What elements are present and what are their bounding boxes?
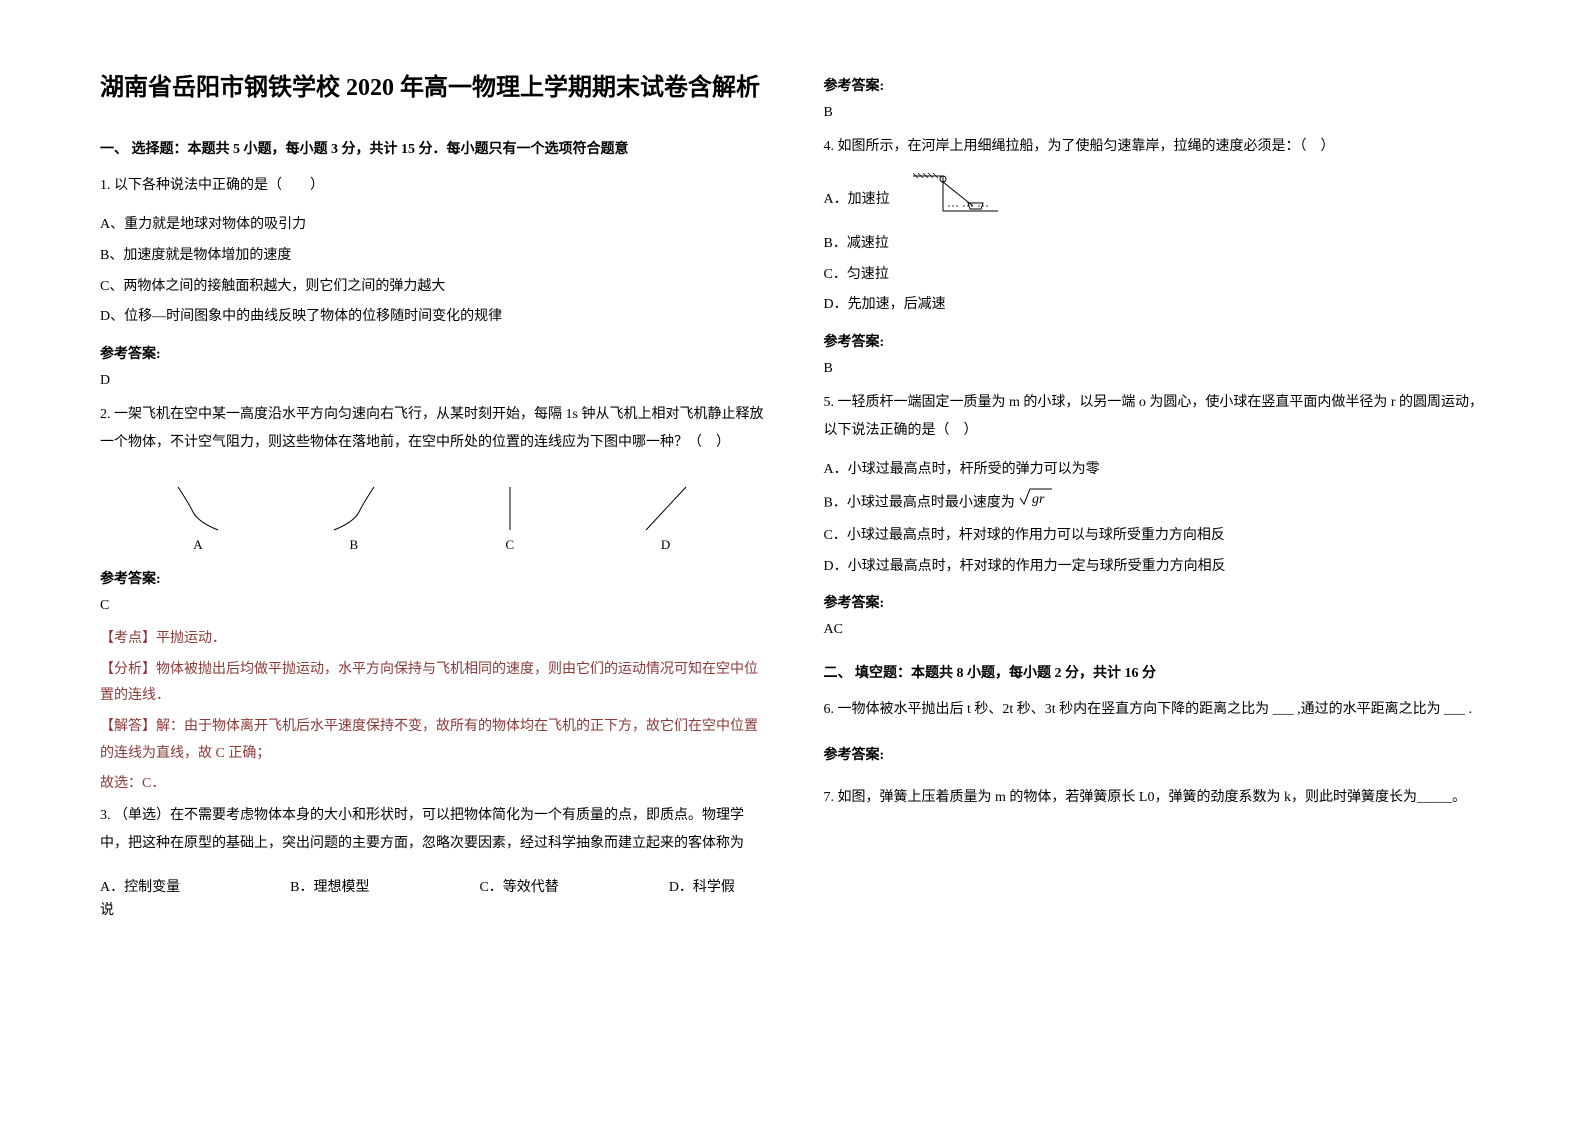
diagram-C: C (480, 482, 540, 553)
sqrt-gr-formula: gr (1018, 486, 1054, 521)
q4-optA: A．加速拉 (824, 192, 890, 207)
q5-optA: A．小球过最高点时，杆所受的弹力可以为零 (824, 455, 1488, 486)
q2-answer: C (100, 598, 764, 614)
q3-answer-label: 参考答案: (824, 75, 1488, 95)
section2-header: 二、 填空题：本题共 8 小题，每小题 2 分，共计 16 分 (824, 662, 1488, 682)
line-icon-c (480, 482, 540, 532)
q1-optB: B、加速度就是物体增加的速度 (100, 241, 764, 272)
right-column: 参考答案: B 4. 如图所示，在河岸上用细绳拉船，为了使船匀速靠岸，拉绳的速度… (824, 70, 1488, 1082)
q4-answer: B (824, 361, 1488, 377)
diagram-A-label: A (193, 537, 202, 553)
q1-optA: A、重力就是地球对物体的吸引力 (100, 210, 764, 241)
q4-stem: 4. 如图所示，在河岸上用细绳拉船，为了使船匀速靠岸，拉绳的速度必须是：（ ） (824, 133, 1488, 161)
q4-optB: B．减速拉 (824, 229, 1488, 260)
q7-stem: 7. 如图，弹簧上压着质量为 m 的物体，若弹簧原长 L0，弹簧的劲度系数为 k… (824, 784, 1488, 812)
line-icon-d (636, 482, 696, 532)
document-title: 湖南省岳阳市钢铁学校 2020 年高一物理上学期期末试卷含解析 (100, 70, 764, 106)
q1-optC: C、两物体之间的接触面积越大，则它们之间的弹力越大 (100, 272, 764, 303)
q3-options: A．控制变量 B．理想模型 C．等效代替 D．科学假 (100, 876, 764, 896)
q2-stem: 2. 一架飞机在空中某一高度沿水平方向匀速向右飞行，从某时刻开始，每隔 1s 钟… (100, 401, 764, 457)
section1-header: 一、 选择题：本题共 5 小题，每小题 3 分，共计 15 分．每小题只有一个选… (100, 138, 764, 158)
boat-rope-icon (913, 171, 1003, 216)
q5-optD: D．小球过最高点时，杆对球的作用力一定与球所受重力方向相反 (824, 552, 1488, 583)
curve-icon-b (324, 482, 384, 532)
q1-answer: D (100, 373, 764, 389)
boat-diagram (913, 171, 1003, 229)
left-column: 湖南省岳阳市钢铁学校 2020 年高一物理上学期期末试卷含解析 一、 选择题：本… (100, 70, 764, 1082)
q3-optC: C．等效代替 (479, 876, 558, 896)
q3-optD: D．科学假 (669, 876, 735, 896)
diagram-C-label: C (505, 537, 514, 553)
curve-icon-a (168, 482, 228, 532)
q4-optD: D．先加速，后减速 (824, 290, 1488, 321)
q5-optC: C．小球过最高点时，杆对球的作用力可以与球所受重力方向相反 (824, 521, 1488, 552)
q4-optA-row: A．加速拉 (824, 171, 1488, 229)
q5-stem: 5. 一轻质杆一端固定一质量为 m 的小球，以另一端 o 为圆心，使小球在竖直平… (824, 389, 1488, 445)
q2-answer-label: 参考答案: (100, 568, 764, 588)
q3-optA: A．控制变量 (100, 876, 180, 896)
q3-stem: 3. （单选）在不需要考虑物体本身的大小和形状时，可以把物体简化为一个有质量的点… (100, 802, 764, 858)
q2-analysis4: 故选：C． (100, 771, 764, 798)
q6-answer-label: 参考答案: (824, 744, 1488, 764)
q5-answer: AC (824, 622, 1488, 638)
q3-optD2: 说 (100, 896, 764, 927)
q5-optB-row: B．小球过最高点时最小速度为 gr (824, 486, 1488, 521)
q3-answer: B (824, 105, 1488, 121)
q4-answer-label: 参考答案: (824, 331, 1488, 351)
q6-stem: 6. 一物体被水平抛出后 t 秒、2t 秒、3t 秒内在竖直方向下降的距离之比为… (824, 696, 1488, 724)
q1-answer-label: 参考答案: (100, 343, 764, 363)
svg-text:gr: gr (1032, 492, 1045, 507)
q2-analysis3: 【解答】解：由于物体离开飞机后水平速度保持不变，故所有的物体均在飞机的正下方，故… (100, 714, 764, 767)
q4-optC: C．匀速拉 (824, 260, 1488, 291)
diagram-B-label: B (349, 537, 358, 553)
q1-optD: D、位移—时间图象中的曲线反映了物体的位移随时间变化的规律 (100, 302, 764, 333)
q2-analysis2: 【分析】物体被抛出后均做平抛运动，水平方向保持与飞机相同的速度，则由它们的运动情… (100, 657, 764, 710)
diagram-A: A (168, 482, 228, 553)
diagram-D: D (636, 482, 696, 553)
diagram-D-label: D (661, 537, 670, 553)
q5-optB-prefix: B．小球过最高点时最小速度为 (824, 496, 1015, 511)
q2-analysis1: 【考点】平抛运动． (100, 626, 764, 653)
q5-answer-label: 参考答案: (824, 592, 1488, 612)
diagram-B: B (324, 482, 384, 553)
q3-optB: B．理想模型 (290, 876, 369, 896)
q2-diagrams: A B C D (100, 482, 764, 553)
q1-stem: 1. 以下各种说法中正确的是（ ） (100, 172, 764, 200)
